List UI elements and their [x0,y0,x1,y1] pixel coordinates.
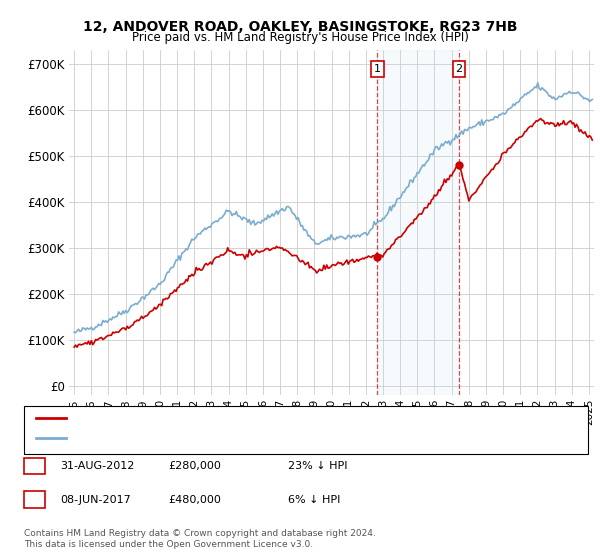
Text: 31-AUG-2012: 31-AUG-2012 [60,461,134,471]
Text: £480,000: £480,000 [168,494,221,505]
Bar [377,50,459,395]
Text: 1: 1 [31,461,38,471]
Text: 23% ↓ HPI: 23% ↓ HPI [288,461,347,471]
Text: HPI: Average price, detached house, Basingstoke and Deane: HPI: Average price, detached house, Basi… [72,433,388,444]
Text: Price paid vs. HM Land Registry's House Price Index (HPI): Price paid vs. HM Land Registry's House … [131,31,469,44]
Text: 08-JUN-2017: 08-JUN-2017 [60,494,131,505]
Text: Contains HM Land Registry data © Crown copyright and database right 2024.
This d: Contains HM Land Registry data © Crown c… [24,529,376,549]
Text: 2: 2 [31,494,38,505]
Text: 2: 2 [455,64,463,74]
Text: 1: 1 [374,64,381,74]
Text: £280,000: £280,000 [168,461,221,471]
Text: 12, ANDOVER ROAD, OAKLEY, BASINGSTOKE, RG23 7HB (detached house): 12, ANDOVER ROAD, OAKLEY, BASINGSTOKE, R… [72,413,460,423]
Text: 6% ↓ HPI: 6% ↓ HPI [288,494,340,505]
Text: 12, ANDOVER ROAD, OAKLEY, BASINGSTOKE, RG23 7HB: 12, ANDOVER ROAD, OAKLEY, BASINGSTOKE, R… [83,20,517,34]
